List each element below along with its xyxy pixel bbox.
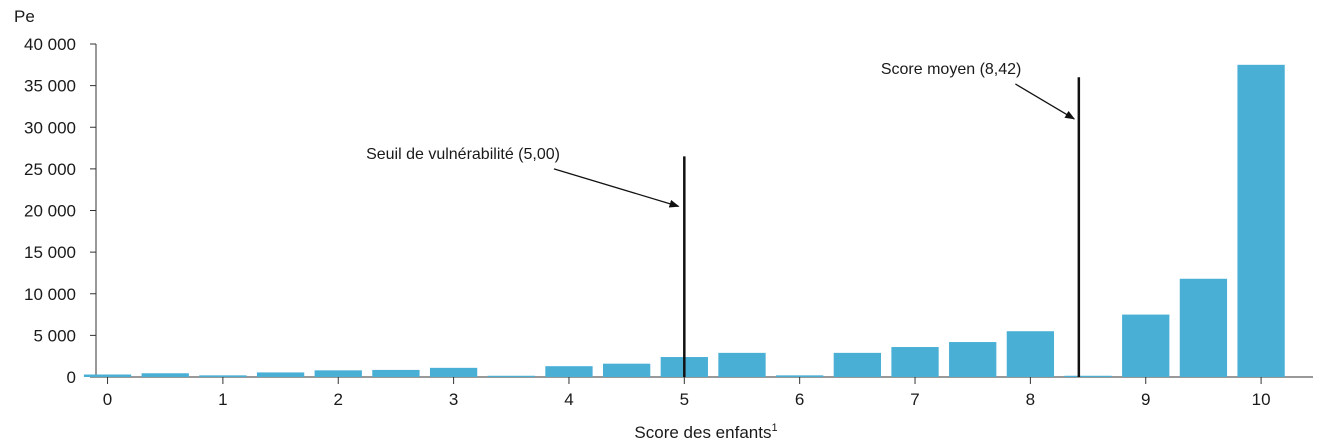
x-tick-label: 7 (910, 390, 919, 409)
y-axis: 0 5 000 10 000 15 000 20 000 25 000 30 000 35 0… (24, 35, 97, 387)
bar (891, 347, 939, 377)
bar (1006, 331, 1055, 377)
y-tick-label: 40 000 (24, 35, 76, 54)
y-tick-label: 30 000 (24, 118, 76, 137)
y-tick-label: 15 000 (24, 243, 76, 262)
bar (429, 367, 478, 377)
x-tick-label: 6 (795, 390, 804, 409)
y-tick-label: 20 000 (24, 202, 76, 221)
x-tick-label: 0 (103, 390, 112, 409)
y-axis-label: Pe (14, 7, 35, 26)
bar (314, 370, 362, 377)
bar (718, 352, 766, 377)
annotation-label: Seuil de vulnérabilité (5,00) (366, 146, 560, 163)
y-tick-label: 5 000 (33, 326, 76, 345)
x-axis: 0 1 2 3 4 5 6 7 8 9 10 (90, 376, 1313, 409)
x-tick-label: 2 (334, 390, 343, 409)
bar (833, 352, 881, 377)
x-tick-label: 5 (680, 390, 689, 409)
bar (949, 342, 997, 377)
bar (372, 369, 420, 377)
bar (83, 374, 132, 377)
y-tick-label: 25 000 (24, 160, 76, 179)
bar (602, 363, 651, 377)
x-tick-label: 3 (449, 390, 458, 409)
annotation-arrow (553, 168, 680, 208)
bar (487, 375, 535, 377)
bar (1122, 314, 1170, 377)
bar (141, 373, 189, 377)
bar (776, 375, 824, 377)
x-tick-label: 9 (1141, 390, 1150, 409)
reference-lines: Seuil de vulnérabilité (5,00) Score moyen… (366, 61, 1081, 377)
x-axis-label: Score des enfants1 (634, 422, 777, 442)
y-tick-label: 10 000 (24, 285, 76, 304)
x-tick-label: 8 (1026, 390, 1035, 409)
x-tick-label: 1 (218, 390, 227, 409)
annotation-arrow (1015, 83, 1076, 120)
bar (256, 372, 305, 377)
x-tick-label: 10 (1252, 390, 1271, 409)
y-tick-label: 0 (67, 368, 76, 387)
bar (545, 366, 593, 377)
bars (83, 64, 1285, 377)
x-tick-label: 4 (564, 390, 573, 409)
bar (1064, 375, 1112, 377)
bar (199, 375, 247, 377)
y-tick-label: 35 000 (24, 77, 76, 96)
x-axis-label-text: Score des enfants (634, 423, 771, 442)
bar (1179, 278, 1228, 377)
x-axis-label-footnote: 1 (771, 422, 777, 434)
bar (1237, 64, 1285, 377)
annotation-label: Score moyen (8,42) (881, 61, 1022, 78)
